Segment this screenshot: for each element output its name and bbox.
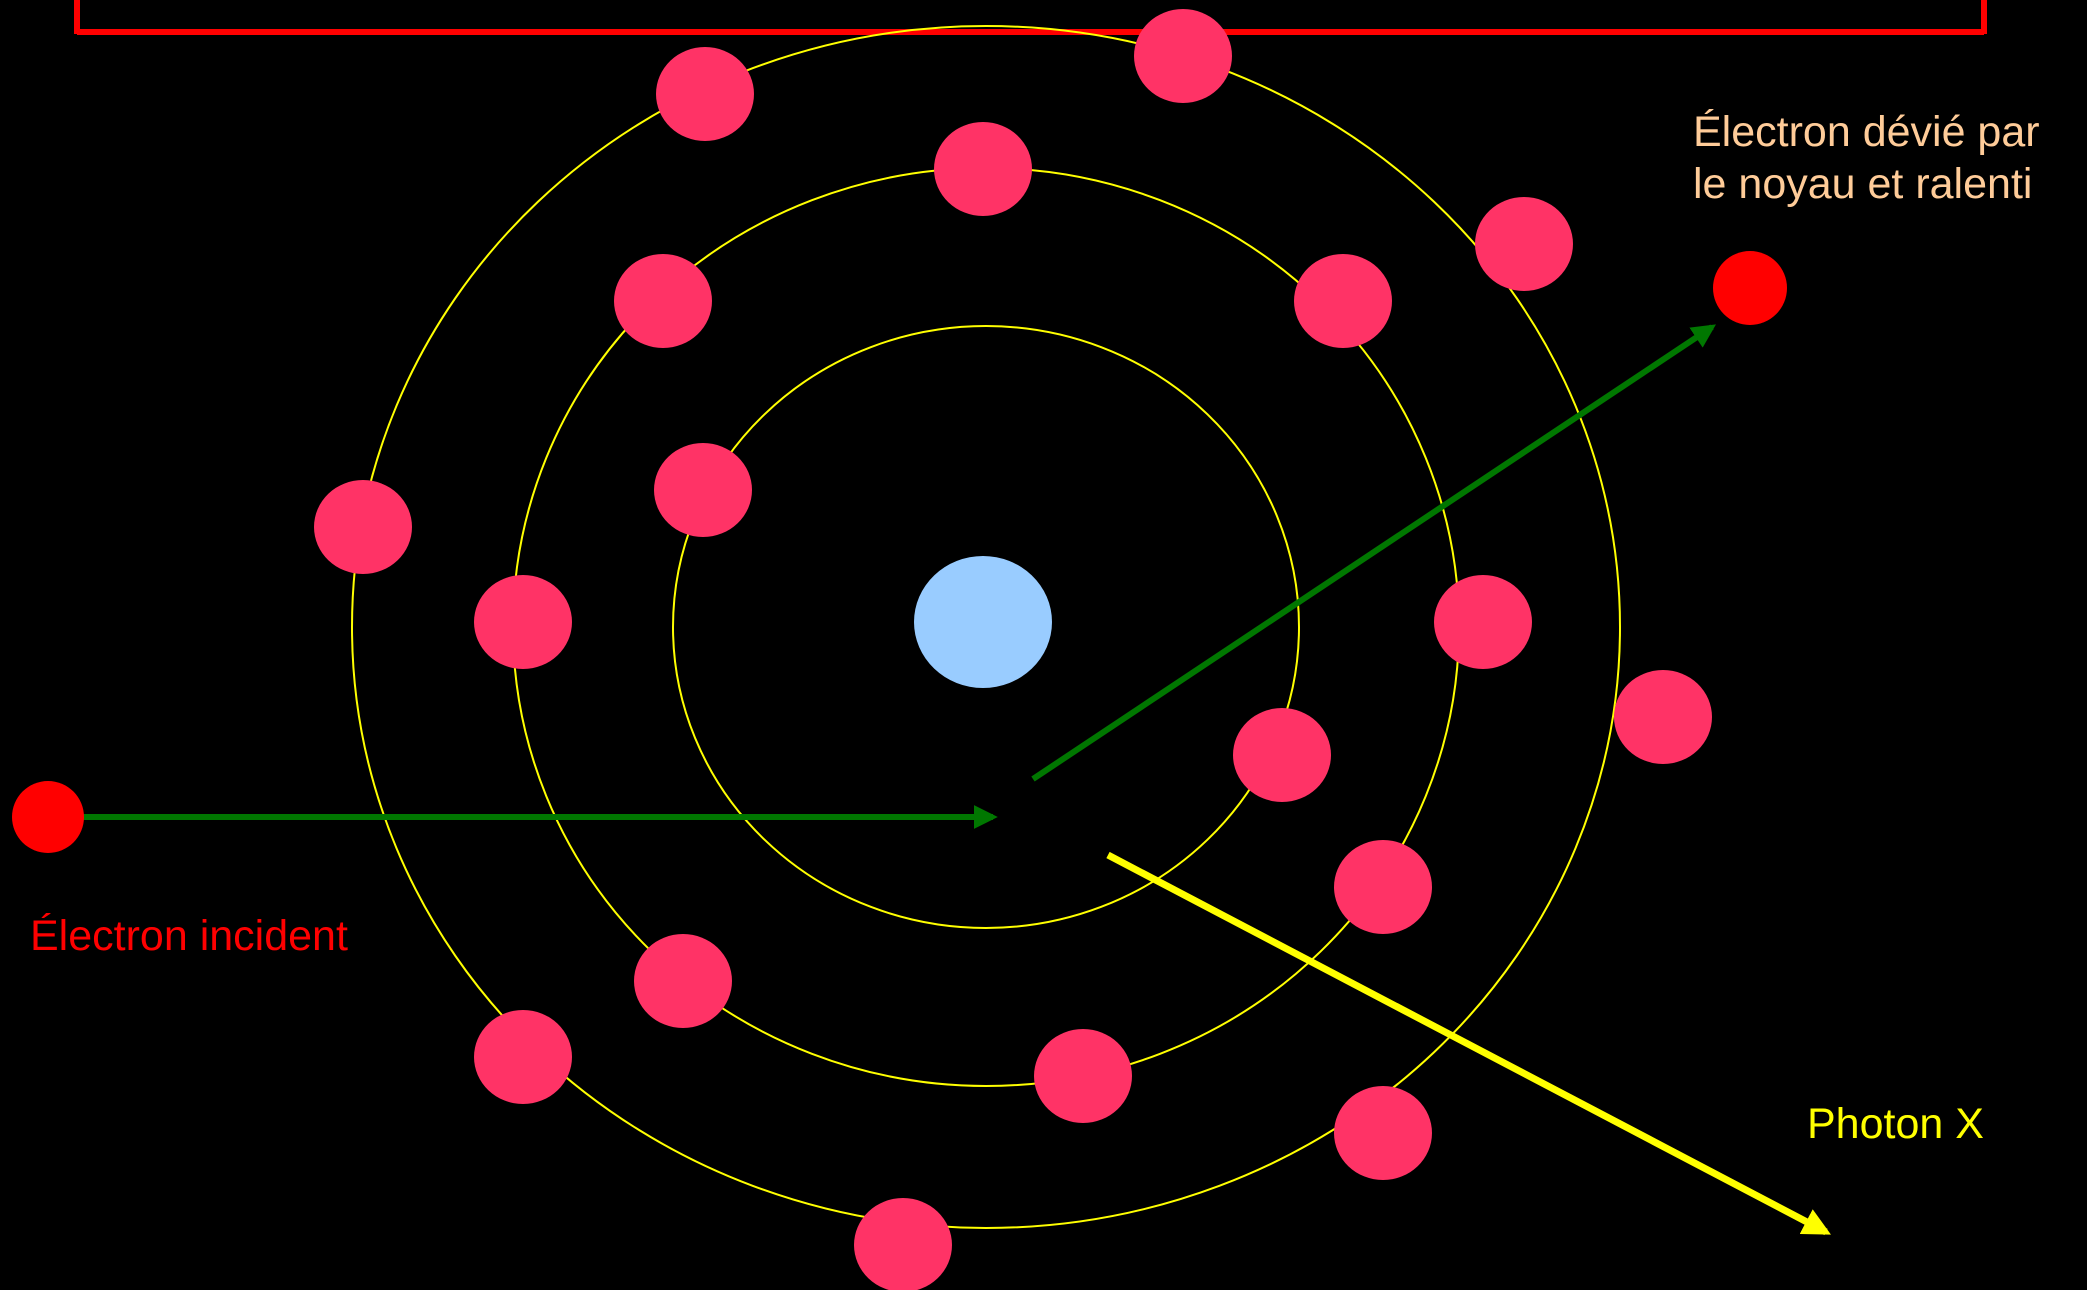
bound-electron — [614, 254, 712, 348]
bound-electron — [1334, 1086, 1432, 1180]
incident-electron — [12, 781, 84, 853]
incident-electron-label: Électron incident — [30, 912, 348, 960]
bound-electron — [1434, 575, 1532, 669]
orbit-inner — [672, 325, 1300, 929]
orbit-outer — [351, 25, 1621, 1229]
bound-electron — [1475, 197, 1573, 291]
bound-electron — [854, 1198, 952, 1290]
deflected-electron-path — [1031, 324, 1716, 782]
bound-electron — [474, 575, 572, 669]
bound-electron — [654, 443, 752, 537]
bound-electron — [656, 47, 754, 141]
bound-electron — [314, 480, 412, 574]
bound-electron — [1034, 1029, 1132, 1123]
bound-electrons — [314, 9, 1712, 1290]
bound-electron — [1614, 670, 1712, 764]
deflected-electron-label-line-1: Électron dévié par — [1693, 108, 2040, 156]
photon-x-path — [1106, 851, 1831, 1236]
bound-electron — [474, 1010, 572, 1104]
bound-electron — [1334, 840, 1432, 934]
red-frame — [74, 0, 1987, 35]
bound-electron — [634, 934, 732, 1028]
deflected-electron-label-line-2: le noyau et ralenti — [1693, 160, 2033, 208]
deflected-electron-label: Électron dévié par le noyau et ralenti — [1693, 106, 2040, 210]
bound-electron — [1294, 254, 1392, 348]
deflected-electron — [1713, 251, 1787, 325]
bound-electron — [1233, 708, 1331, 802]
nucleus — [914, 556, 1052, 688]
photon-x-label: Photon X — [1807, 1100, 1984, 1148]
bound-electron — [1134, 9, 1232, 103]
bound-electron — [934, 122, 1032, 216]
